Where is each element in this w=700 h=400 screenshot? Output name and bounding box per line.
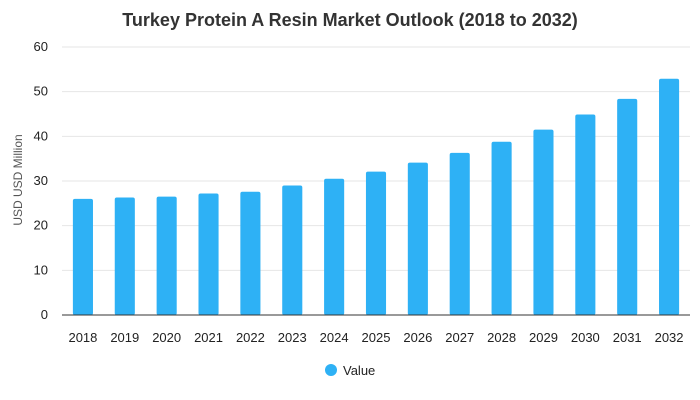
bar-2032[interactable]	[659, 78, 680, 315]
x-tick-label: 2018	[68, 330, 97, 345]
bar-2024[interactable]	[324, 178, 345, 315]
legend[interactable]: Value	[325, 363, 375, 378]
y-tick-label: 60	[34, 39, 48, 54]
bar-2020[interactable]	[156, 196, 177, 315]
bar-2030[interactable]	[575, 114, 596, 316]
x-tick-label: 2027	[445, 330, 474, 345]
x-tick-label: 2031	[613, 330, 642, 345]
x-tick-label: 2021	[194, 330, 223, 345]
y-tick-label: 40	[34, 128, 48, 143]
x-tick-label: 2022	[236, 330, 265, 345]
x-tick-label: 2029	[529, 330, 558, 345]
x-tick-label: 2023	[278, 330, 307, 345]
x-tick-label: 2019	[110, 330, 139, 345]
x-tick-label: 2020	[152, 330, 181, 345]
bar-2028[interactable]	[491, 141, 512, 315]
bars	[72, 78, 680, 316]
y-tick-label: 20	[34, 218, 48, 233]
bar-2027[interactable]	[449, 152, 470, 315]
x-tick-label: 2032	[655, 330, 684, 345]
x-axis-ticks: 2018 2019 2020 2021 2022 2023 2024 2025 2026 2027…	[68, 330, 683, 345]
bar-2026[interactable]	[407, 162, 428, 315]
legend-label-value: Value	[343, 363, 375, 378]
bar-2031[interactable]	[617, 98, 638, 316]
y-tick-label: 30	[34, 173, 48, 188]
bar-2021[interactable]	[198, 193, 219, 315]
y-axis-label: USD USD Million	[11, 134, 25, 225]
y-tick-label: 10	[34, 262, 48, 277]
y-tick-label: 0	[41, 307, 48, 322]
bar-2022[interactable]	[240, 191, 261, 315]
bar-2029[interactable]	[533, 129, 554, 315]
bar-2025[interactable]	[365, 171, 387, 315]
x-tick-label: 2028	[487, 330, 516, 345]
bar-2018[interactable]	[72, 198, 93, 315]
y-tick-label: 50	[34, 84, 48, 99]
legend-swatch-value	[325, 364, 337, 376]
bar-2023[interactable]	[282, 185, 303, 315]
bar-2019[interactable]	[114, 197, 135, 315]
x-tick-label: 2025	[362, 330, 391, 345]
x-tick-label: 2024	[320, 330, 349, 345]
chart-title: Turkey Protein A Resin Market Outlook (2…	[122, 10, 577, 30]
y-axis-ticks: 0 10 20 30 40 50 60	[34, 39, 48, 322]
x-tick-label: 2026	[403, 330, 432, 345]
x-tick-label: 2030	[571, 330, 600, 345]
